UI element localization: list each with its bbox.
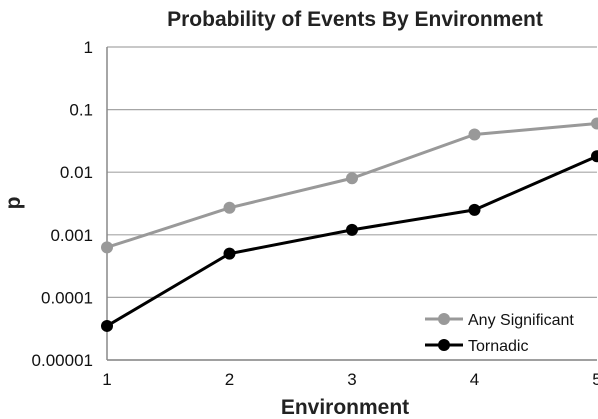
data-point	[346, 172, 358, 185]
legend-label: Tornadic	[468, 338, 528, 355]
series-group	[101, 117, 598, 332]
x-tick-label: 2	[225, 370, 234, 389]
chart-title: Probability of Events By Environment	[167, 8, 543, 31]
y-axis-title: p	[2, 197, 25, 210]
legend: Any Significant Tornadic	[425, 312, 574, 355]
x-tick-label: 3	[347, 370, 356, 389]
x-tick-label: 4	[470, 370, 479, 389]
legend-swatch-marker	[438, 339, 450, 351]
data-point	[468, 203, 481, 216]
x-tick-label: 1	[102, 370, 111, 389]
data-point	[591, 117, 598, 130]
data-point	[101, 319, 113, 332]
y-tick-label: 0.00001	[32, 351, 93, 370]
y-tick-label: 0.0001	[41, 288, 93, 307]
axes	[106, 47, 597, 361]
y-tick-label: 0.1	[69, 101, 93, 120]
y-tick-label: 1	[84, 38, 93, 57]
legend-label: Any Significant	[468, 312, 574, 329]
data-point	[223, 247, 236, 260]
data-point	[346, 223, 358, 236]
x-tick-labels: 1 2 3 4 5	[102, 370, 598, 389]
y-tick-labels: 1 0.1 0.01 0.001 0.0001 0.00001	[32, 38, 93, 370]
y-tick-label: 0.001	[50, 226, 93, 245]
data-point	[223, 201, 236, 214]
data-point	[101, 241, 113, 254]
x-axis-title: Environment	[281, 396, 409, 419]
y-tick-label: 0.01	[60, 163, 93, 182]
data-point	[468, 128, 481, 141]
x-tick-label: 5	[592, 370, 598, 389]
data-point	[591, 150, 598, 163]
legend-swatch-marker	[438, 313, 450, 325]
